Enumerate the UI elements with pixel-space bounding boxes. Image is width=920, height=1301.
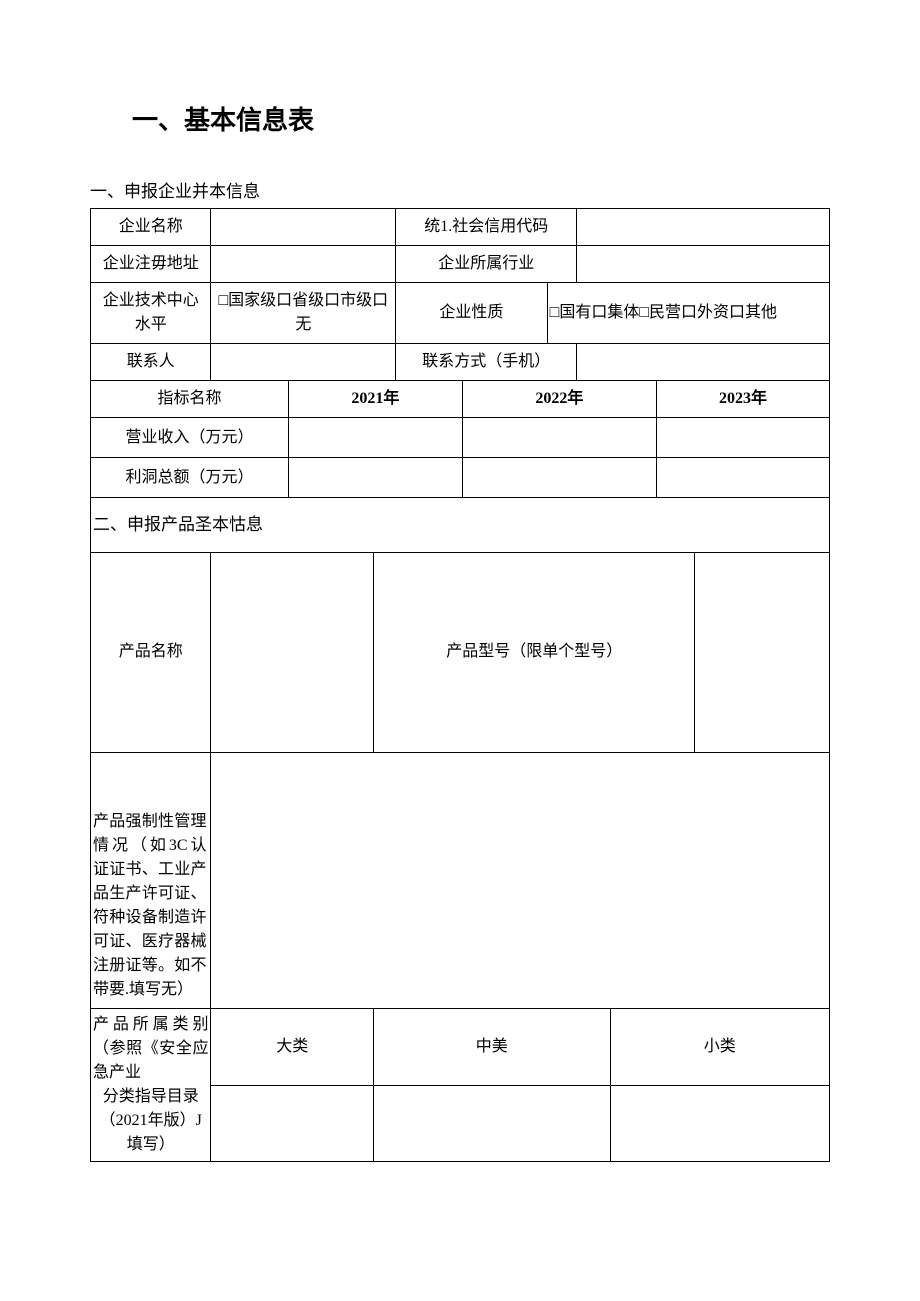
metric-year2: 2022年 <box>462 381 656 418</box>
cat-mid-value <box>374 1085 610 1162</box>
company-name-value <box>211 209 396 246</box>
mgmt-value <box>211 753 830 1009</box>
section2-header: 二、申报产品圣本怙息 <box>91 498 830 553</box>
product-model-label: 产品型号（限单个型号） <box>374 553 695 753</box>
cat-large-value <box>211 1085 374 1162</box>
product-name-label: 产品名称 <box>91 553 211 753</box>
address-label: 企业注毋地址 <box>91 246 211 283</box>
nature-value: □国有口集体□民营口外资口其他 <box>547 283 829 344</box>
contact-value <box>211 344 396 381</box>
profit-2023 <box>657 458 830 498</box>
credit-code-label: 统1.社会信用代码 <box>396 209 577 246</box>
metric-year1: 2021年 <box>289 381 463 418</box>
section1-header: 一、申报企业并本信息 <box>90 177 830 202</box>
nature-label: 企业性质 <box>396 283 547 344</box>
category-label-top: 产品所属类别（参照《安全应急产业 <box>91 1009 211 1086</box>
revenue-2022 <box>462 418 656 458</box>
page-title: 一、基本信息表 <box>132 100 830 137</box>
cat-small-label: 小类 <box>610 1009 830 1086</box>
address-value <box>211 246 396 283</box>
profit-2022 <box>462 458 656 498</box>
phone-value <box>577 344 830 381</box>
cat-large-label: 大类 <box>211 1009 374 1086</box>
profit-2021 <box>289 458 463 498</box>
metric-header-name: 指标名称 <box>91 381 289 418</box>
cat-small-value <box>610 1085 830 1162</box>
cat-mid-label: 中美 <box>374 1009 610 1086</box>
revenue-2021 <box>289 418 463 458</box>
revenue-2023 <box>657 418 830 458</box>
credit-code-value <box>577 209 830 246</box>
company-info-table: 企业名称 统1.社会信用代码 企业注毋地址 企业所属行业 企业技术中心水平 □国… <box>90 208 830 553</box>
profit-label: 利洞总额（万元） <box>91 458 289 498</box>
product-model-value <box>695 553 830 753</box>
tech-level-label: 企业技术中心水平 <box>91 283 211 344</box>
revenue-label: 营业收入（万元） <box>91 418 289 458</box>
product-name-value <box>211 553 374 753</box>
industry-label: 企业所属行业 <box>396 246 577 283</box>
contact-label: 联系人 <box>91 344 211 381</box>
phone-label: 联系方式（手机） <box>396 344 577 381</box>
company-name-label: 企业名称 <box>91 209 211 246</box>
metric-year3: 2023年 <box>657 381 830 418</box>
mgmt-label: 产品强制性管理情况（如3C认证证书、工业产品生产许可证、符种设备制造许可证、医疗… <box>91 753 211 1009</box>
product-info-table: 产品名称 产品型号（限单个型号） 产品强制性管理情况（如3C认证证书、工业产品生… <box>90 553 830 1163</box>
industry-value <box>577 246 830 283</box>
tech-level-value: □国家级口省级口市级口无 <box>211 283 396 344</box>
category-label-bottom: 分类指导目录（2021年版）J填写） <box>91 1085 211 1162</box>
